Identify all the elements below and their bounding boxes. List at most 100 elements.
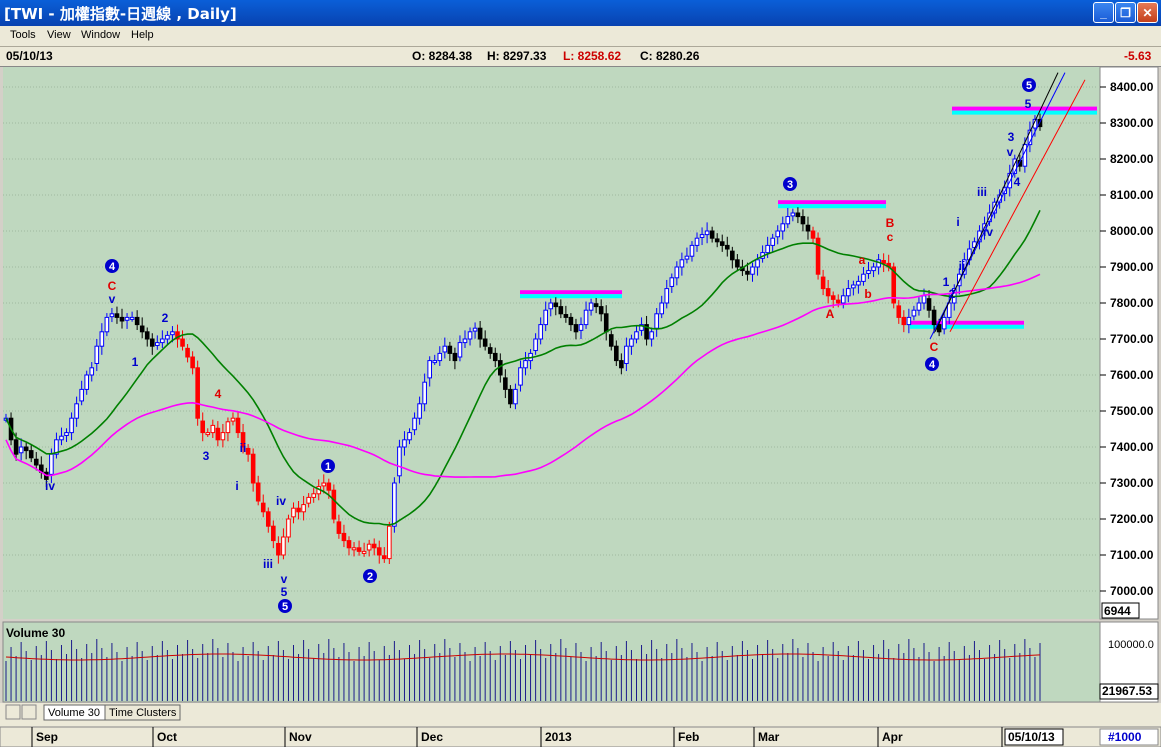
wave-label-28: iv — [983, 225, 993, 239]
ma-long-line — [5, 209, 1041, 526]
wave-label-23: C — [930, 340, 939, 354]
info-open: O: 8284.38 — [412, 49, 473, 63]
band-may-magenta — [952, 106, 1097, 111]
wave-label-30: 4 — [1014, 175, 1021, 189]
wave-label-8: ii — [240, 441, 247, 455]
candle-body-139 — [704, 230, 710, 236]
tab-scroll-left[interactable] — [5, 704, 21, 720]
menu-tools[interactable]: Tools — [10, 29, 36, 41]
wave-label-9: i — [235, 479, 238, 493]
band-apr-cyan — [910, 324, 1024, 329]
wave-label-circle-15 — [321, 459, 335, 473]
menu-bar: Tools View Window Help — [0, 26, 1161, 47]
candle-body-126 — [639, 324, 644, 331]
minimize-button[interactable]: _ — [1093, 2, 1114, 23]
candle-body-28 — [144, 331, 150, 340]
band-dec-cyan — [520, 294, 622, 299]
xtick-label-5: Feb — [678, 730, 699, 744]
candle-body-101 — [513, 388, 518, 405]
time-axis — [0, 726, 1161, 747]
candle-body-155 — [785, 216, 791, 225]
candle-body-156 — [790, 212, 796, 217]
candle-body-178 — [901, 316, 907, 326]
tab-1[interactable] — [104, 704, 181, 721]
candle-body-43 — [220, 432, 226, 441]
price-info-bar: 05/10/13 O: 8284.38 H: 8297.33 L: 8258.6… — [0, 47, 1161, 67]
wave-label-21: b — [864, 287, 871, 301]
candle-body-137 — [694, 237, 700, 246]
candle-body-46 — [235, 417, 241, 434]
candle-body-15 — [79, 388, 84, 402]
wave-label-25: i — [956, 215, 959, 229]
candle-body-51 — [260, 502, 266, 513]
candle-body-59 — [301, 504, 306, 513]
candle-body-132 — [669, 277, 675, 287]
xtick-label-7: Apr — [882, 730, 903, 744]
ytick-label-11: 8100.00 — [1110, 188, 1154, 202]
candle-body-84 — [427, 360, 432, 379]
candle-body-42 — [215, 427, 221, 441]
candle-body-24 — [124, 316, 130, 321]
candle-body-172 — [871, 266, 876, 272]
candle-body-52 — [265, 511, 271, 527]
candle-body-80 — [407, 432, 412, 441]
tab-0[interactable] — [43, 704, 145, 721]
candle-body-37 — [190, 356, 195, 369]
wave-label-16: 2 — [367, 571, 373, 583]
restore-button[interactable]: ❐ — [1115, 2, 1136, 23]
ytick-label-3: 7300.00 — [1110, 476, 1154, 490]
candle-body-166 — [840, 295, 846, 304]
candle-body-34 — [175, 331, 180, 340]
candle-body-127 — [644, 324, 649, 340]
candle-body-21 — [109, 313, 115, 318]
menu-view[interactable]: View — [47, 29, 71, 41]
candle-body-76 — [387, 525, 392, 560]
candle-body-85 — [432, 360, 438, 364]
candle-body-50 — [255, 482, 261, 502]
candle-body-71 — [361, 550, 367, 554]
candle-body-26 — [134, 316, 140, 326]
candle-body-159 — [805, 224, 811, 232]
wave-label-circle-17 — [783, 177, 797, 191]
candle-body-162 — [820, 276, 826, 290]
candle-body-35 — [180, 338, 185, 347]
bar-number-box — [1099, 728, 1159, 746]
candle-body-77 — [392, 482, 397, 527]
candle-body-185 — [936, 324, 942, 333]
wave-label-32: 5 — [1025, 97, 1032, 111]
candle-body-177 — [896, 305, 902, 318]
candle-body-18 — [94, 345, 100, 364]
wave-label-circle-24 — [925, 357, 939, 371]
candle-body-187 — [946, 302, 952, 318]
candle-body-180 — [911, 309, 917, 317]
candle-body-198 — [1002, 187, 1007, 195]
candle-body-115 — [583, 309, 589, 326]
tab-scroll-right[interactable] — [21, 704, 37, 720]
candle-body-8 — [44, 471, 49, 480]
candle-body-102 — [518, 367, 523, 386]
candle-body-203 — [1027, 129, 1033, 146]
close-button[interactable]: ✕ — [1137, 2, 1158, 23]
wave-label-6: 4 — [215, 387, 222, 401]
candle-body-109 — [553, 302, 559, 308]
candle-body-48 — [245, 447, 251, 455]
candle-body-56 — [286, 518, 291, 538]
cursor-date-box — [1004, 728, 1064, 746]
candle-body-1 — [8, 417, 14, 441]
candle-body-83 — [422, 381, 427, 405]
menu-window[interactable]: Window — [81, 29, 121, 41]
channel-blue — [929, 72, 1066, 340]
candle-body-91 — [462, 338, 468, 344]
candle-body-61 — [311, 493, 316, 498]
candle-body-68 — [346, 540, 352, 549]
volume-ma-line — [5, 653, 1041, 661]
candle-body-161 — [815, 237, 821, 275]
candle-body-29 — [149, 338, 155, 347]
wave-label-29: 3 — [1008, 130, 1015, 144]
candle-body-72 — [366, 543, 372, 551]
menu-help[interactable]: Help — [131, 29, 154, 41]
candle-body-144 — [730, 250, 735, 261]
wave-label-0: iv — [45, 479, 55, 493]
candle-body-142 — [719, 241, 725, 246]
